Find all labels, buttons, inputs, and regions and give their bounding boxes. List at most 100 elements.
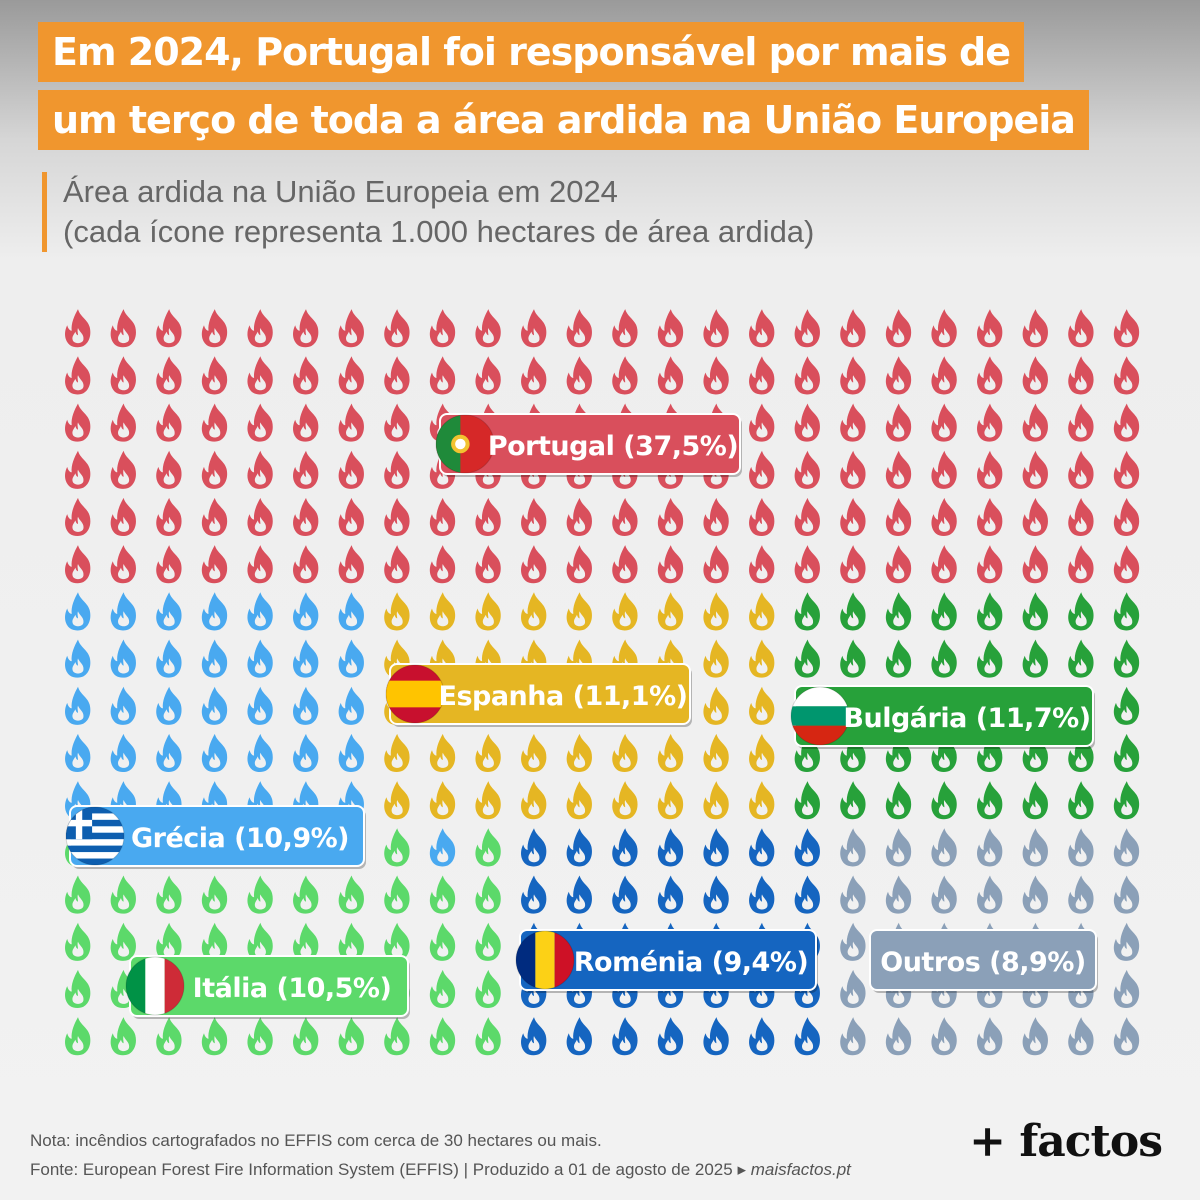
flame-icon-outros bbox=[840, 922, 866, 961]
flame-icon-portugal bbox=[1068, 309, 1094, 348]
flame-icon-portugal bbox=[1068, 497, 1094, 537]
flame-icon-espanha bbox=[657, 781, 684, 820]
flame-icon-portugal bbox=[977, 356, 1003, 395]
flame-icon-portugal bbox=[885, 497, 912, 537]
flame-icon-portugal bbox=[1113, 403, 1140, 442]
flame-icon-outros bbox=[1113, 922, 1140, 961]
flame-icon-romenia bbox=[703, 1017, 729, 1056]
footer-source-line: Fonte: European Forest Fire Information … bbox=[30, 1155, 851, 1184]
flame-icon-portugal bbox=[1022, 450, 1048, 489]
flame-icon-portugal bbox=[794, 497, 820, 537]
country-labels: Portugal (37,5%) Grécia (10,9%) Espanha (1… bbox=[65, 413, 1098, 1019]
flame-icon-outros bbox=[840, 1017, 866, 1056]
flame-icon-portugal bbox=[65, 356, 91, 395]
flame-icon-portugal bbox=[338, 497, 364, 537]
flame-icon-romenia bbox=[794, 1017, 820, 1056]
flame-icon-portugal bbox=[65, 403, 91, 442]
label-text: Espanha (11,1%) bbox=[439, 681, 688, 712]
flame-icon-portugal bbox=[293, 497, 319, 537]
flame-icon-grecia bbox=[110, 592, 136, 631]
flame-icon-grecia bbox=[293, 733, 319, 773]
flame-icon-italia bbox=[429, 922, 456, 961]
flame-icon-grecia bbox=[293, 686, 319, 725]
flame-icon-romenia bbox=[521, 828, 547, 867]
flame-icon-italia bbox=[338, 1017, 364, 1056]
flame-icon-portugal bbox=[65, 450, 91, 489]
flame-icon-romenia bbox=[657, 828, 684, 867]
flame-icon-portugal bbox=[885, 403, 912, 442]
flame-icon-bulgaria bbox=[1113, 592, 1140, 631]
flame-icon-bulgaria bbox=[1113, 686, 1140, 725]
flame-icon-portugal bbox=[657, 545, 684, 584]
flame-icon-grecia bbox=[247, 592, 273, 631]
flame-icon-outros bbox=[1022, 1017, 1048, 1056]
flame-icon-portugal bbox=[931, 309, 957, 348]
bulgaria-flag-icon bbox=[791, 687, 849, 745]
flame-icon-espanha bbox=[612, 781, 638, 820]
flame-icon-grecia bbox=[201, 733, 228, 773]
label-italia: Itália (10,5%) bbox=[125, 955, 410, 1019]
flame-icon-portugal bbox=[749, 356, 775, 395]
flame-icon-espanha bbox=[703, 686, 729, 725]
flame-icon-italia bbox=[247, 1017, 273, 1056]
flame-icon-portugal bbox=[703, 356, 729, 395]
romania-flag-icon bbox=[516, 931, 574, 989]
flame-icon-bulgaria bbox=[885, 781, 912, 820]
flame-icon-espanha bbox=[384, 781, 410, 820]
flame-icon-portugal bbox=[293, 403, 319, 442]
flame-icon-portugal bbox=[1068, 356, 1094, 395]
label-text: Portugal (37,5%) bbox=[488, 431, 738, 462]
flame-icon-bulgaria bbox=[1068, 781, 1094, 820]
flame-icon-italia bbox=[65, 875, 91, 914]
flame-icon-romenia bbox=[749, 1017, 775, 1056]
flame-icon-portugal bbox=[1113, 356, 1140, 395]
flame-icon-portugal bbox=[429, 545, 456, 584]
flame-icon-portugal bbox=[1022, 403, 1048, 442]
flame-icon-portugal bbox=[885, 356, 912, 395]
flame-icon-portugal bbox=[749, 403, 775, 442]
flame-icon-romenia bbox=[657, 1017, 684, 1056]
flame-icon-portugal bbox=[1068, 545, 1094, 584]
flame-icon-portugal bbox=[201, 450, 228, 489]
flame-icon-outros bbox=[1022, 875, 1048, 914]
flame-icon-portugal bbox=[703, 497, 729, 537]
flame-icon-portugal bbox=[1022, 545, 1048, 584]
flame-icon-romenia bbox=[749, 828, 775, 867]
spain-flag-icon bbox=[386, 665, 444, 723]
flame-icon-bulgaria bbox=[794, 781, 820, 820]
flame-icon-portugal bbox=[612, 545, 638, 584]
flame-icon-espanha bbox=[429, 781, 456, 820]
flame-icon-portugal bbox=[338, 356, 364, 395]
flame-icon-bulgaria bbox=[931, 639, 957, 678]
flame-icon-espanha bbox=[566, 781, 592, 820]
flame-icon-grecia bbox=[293, 639, 319, 678]
flame-icon-romenia bbox=[794, 828, 820, 867]
label-outros: Outros (8,9%) bbox=[869, 929, 1098, 993]
flame-icon-grecia bbox=[338, 639, 364, 678]
flame-icon-grecia bbox=[338, 592, 364, 631]
flame-icon-bulgaria bbox=[1113, 733, 1140, 773]
greece-flag-icon bbox=[66, 807, 124, 865]
flame-icon-outros bbox=[931, 828, 957, 867]
flame-icon-bulgaria bbox=[931, 592, 957, 631]
flame-icon-italia bbox=[65, 969, 91, 1009]
label-text: Grécia (10,9%) bbox=[131, 823, 349, 854]
site-link[interactable]: maisfactos.pt bbox=[750, 1160, 851, 1179]
flame-icon-portugal bbox=[977, 309, 1003, 348]
flame-icon-portugal bbox=[1113, 450, 1140, 489]
flame-icon-italia bbox=[65, 922, 91, 961]
flame-icon-portugal bbox=[612, 356, 638, 395]
flame-icon-portugal bbox=[977, 450, 1003, 489]
flame-icon-bulgaria bbox=[977, 592, 1003, 631]
flame-icon-espanha bbox=[566, 733, 592, 773]
flame-icon-portugal bbox=[612, 497, 638, 537]
flame-icon-espanha bbox=[521, 592, 547, 631]
flame-icon-grecia bbox=[201, 639, 228, 678]
flame-icon-espanha bbox=[566, 592, 592, 631]
flame-icon-bulgaria bbox=[840, 639, 866, 678]
flame-icon-portugal bbox=[384, 497, 410, 537]
flame-icon-portugal bbox=[840, 545, 866, 584]
flame-icon-portugal bbox=[977, 497, 1003, 537]
flame-icon-portugal bbox=[1022, 356, 1048, 395]
flame-icon-portugal bbox=[1113, 545, 1140, 584]
